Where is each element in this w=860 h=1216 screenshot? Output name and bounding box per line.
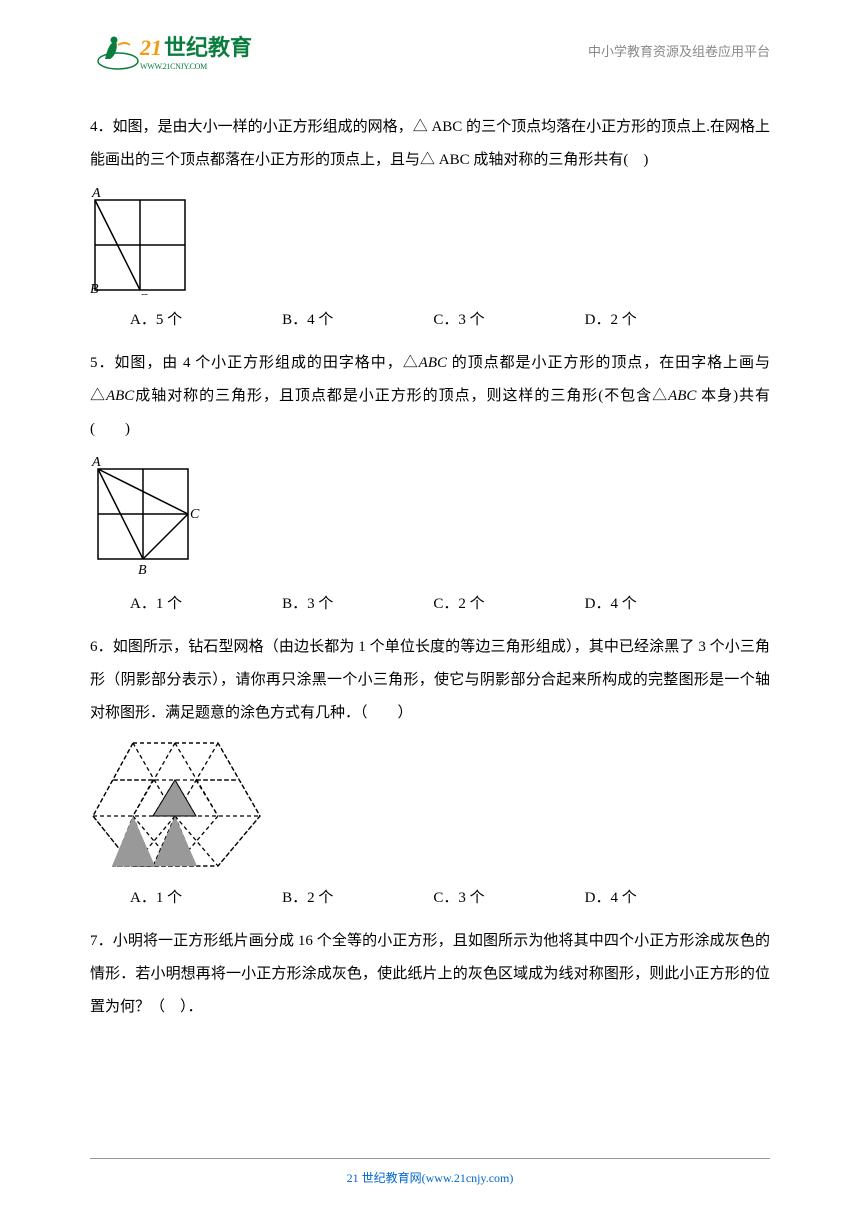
page-header: 21世纪教育 WWW.21CNJY.COM 中小学教育资源及组卷应用平台	[0, 0, 860, 81]
q5-abc3: ABC	[668, 388, 696, 404]
logo-text-block: 21世纪教育 WWW.21CNJY.COM	[140, 30, 252, 71]
q4-option-b: B．4 个	[282, 308, 333, 329]
q6-text: 6．如图所示，钻石型网格（由边长都为 1 个单位长度的等边三角形组成），其中已经…	[90, 631, 770, 730]
q6-option-c: C．3 个	[433, 886, 484, 907]
q5-option-d: D．4 个	[585, 592, 637, 613]
q6-option-d: D．4 个	[585, 886, 637, 907]
logo-prefix: 21	[140, 35, 162, 60]
logo-icon	[90, 31, 140, 71]
q5-option-a: A．1 个	[130, 592, 182, 613]
q4-label-b: B	[90, 282, 99, 295]
q5-text: 5．如图，由 4 个小正方形组成的田字格中，△ABC 的顶点都是小正方形的顶点，…	[90, 347, 770, 446]
q5-options: A．1 个 B．3 个 C．2 个 D．4 个	[130, 592, 770, 613]
q5-figure: A C B	[90, 454, 770, 584]
q5-label-a: A	[91, 455, 101, 470]
q5-text-p1: 5．如图，由 4 个小正方形组成的田字格中，△	[90, 355, 419, 371]
q5-label-b: B	[138, 563, 147, 578]
q5-abc2: ABC	[106, 388, 134, 404]
question-6: 6．如图所示，钻石型网格（由边长都为 1 个单位长度的等边三角形组成），其中已经…	[90, 631, 770, 907]
question-7: 7．小明将一正方形纸片画分成 16 个全等的小正方形，且如图所示为他将其中四个小…	[90, 925, 770, 1024]
logo-sub-text: WWW.21CNJY.COM	[140, 62, 252, 71]
q5-abc1: ABC	[419, 355, 447, 371]
page-footer: 21 世纪教育网(www.21cnjy.com)	[90, 1158, 770, 1186]
footer-text: 21 世纪教育网(www.21cnjy.com)	[347, 1171, 514, 1185]
content-area: 4．如图，是由大小一样的小正方形组成的网格，△ ABC 的三个顶点均落在小正方形…	[0, 81, 860, 1024]
q6-option-a: A．1 个	[130, 886, 182, 907]
q5-label-c: C	[190, 507, 200, 522]
logo-main-text: 世纪教育	[164, 35, 252, 60]
q4-label-c: C	[138, 292, 148, 295]
q4-option-c: C．3 个	[433, 308, 484, 329]
q5-text-p3: 成轴对称的三角形，且顶点都是小正方形的顶点，则这样的三角形(不包含△	[134, 388, 668, 404]
q6-option-b: B．2 个	[282, 886, 333, 907]
q5-option-b: B．3 个	[282, 592, 333, 613]
q4-text: 4．如图，是由大小一样的小正方形组成的网格，△ ABC 的三个顶点均落在小正方形…	[90, 111, 770, 177]
q4-option-d: D．2 个	[585, 308, 637, 329]
q4-figure: A B C	[90, 185, 770, 300]
q7-text: 7．小明将一正方形纸片画分成 16 个全等的小正方形，且如图所示为他将其中四个小…	[90, 925, 770, 1024]
q6-figure	[90, 738, 770, 878]
header-right-text: 中小学教育资源及组卷应用平台	[588, 41, 770, 60]
q4-option-a: A．5 个	[130, 308, 182, 329]
q6-options: A．1 个 B．2 个 C．3 个 D．4 个	[130, 886, 770, 907]
question-4: 4．如图，是由大小一样的小正方形组成的网格，△ ABC 的三个顶点均落在小正方形…	[90, 111, 770, 329]
q4-label-a: A	[91, 186, 101, 201]
q4-options: A．5 个 B．4 个 C．3 个 D．2 个	[130, 308, 770, 329]
question-5: 5．如图，由 4 个小正方形组成的田字格中，△ABC 的顶点都是小正方形的顶点，…	[90, 347, 770, 613]
logo: 21世纪教育 WWW.21CNJY.COM	[90, 30, 252, 71]
q5-option-c: C．2 个	[433, 592, 484, 613]
